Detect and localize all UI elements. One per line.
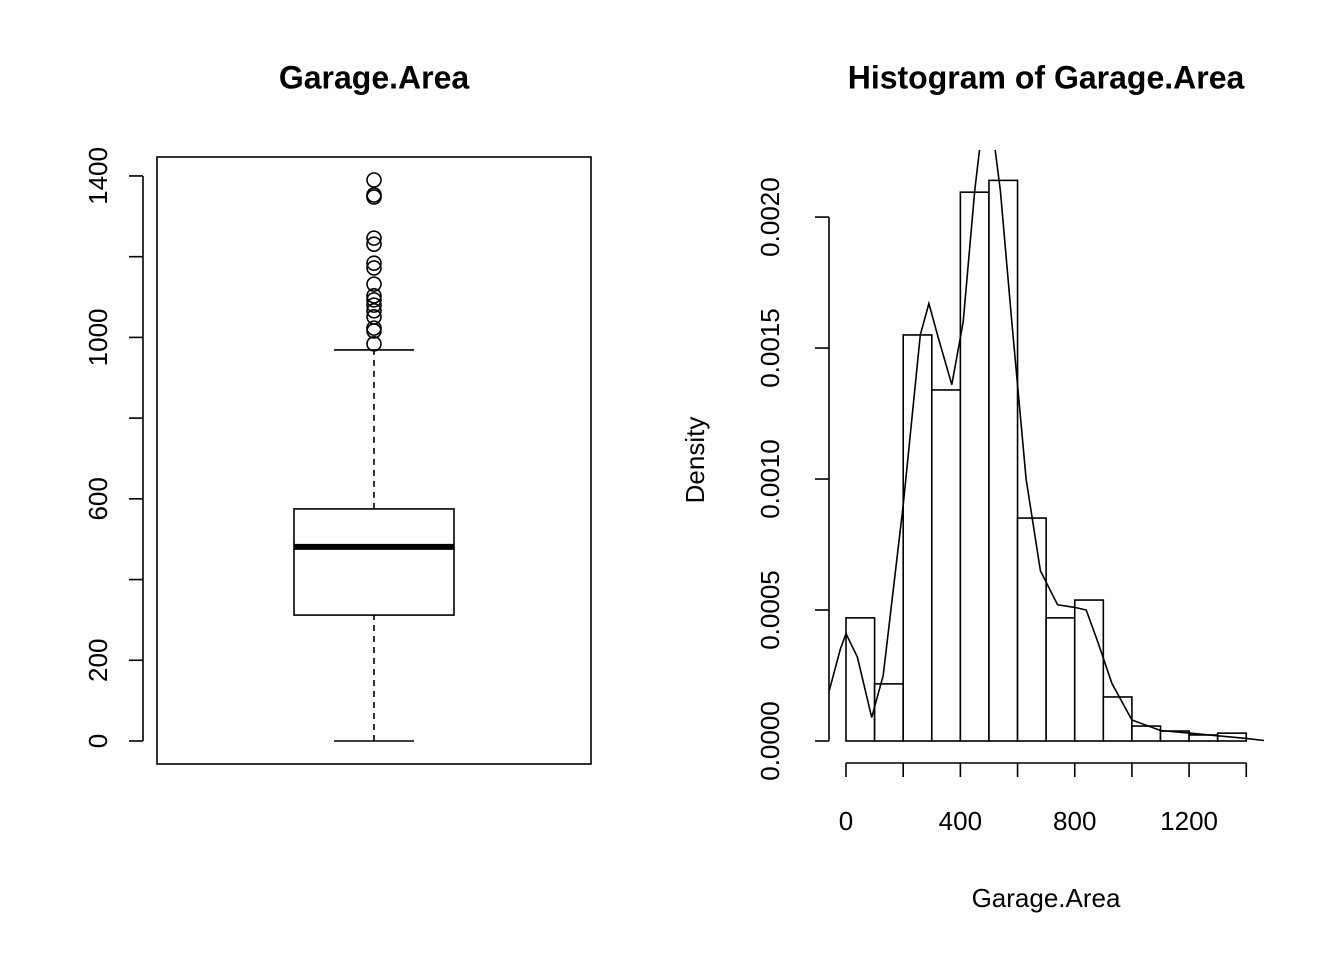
outlier <box>366 336 382 352</box>
y-axis-label: Density <box>680 417 710 504</box>
y-tick-label: 1000 <box>83 308 113 366</box>
bar <box>930 389 962 742</box>
bar <box>1073 599 1105 742</box>
outlier <box>366 172 382 188</box>
y-tick-label: 0.0020 <box>755 177 785 257</box>
outlier <box>366 302 382 319</box>
bar <box>902 334 933 742</box>
chart-title: Histogram of Garage.Area <box>848 59 1245 95</box>
outlier <box>366 297 382 313</box>
outlier <box>366 230 382 246</box>
y-tick-label: 0 <box>83 734 113 748</box>
outlier <box>366 288 382 304</box>
outlier <box>366 292 382 308</box>
outlier <box>366 260 382 276</box>
bar <box>959 191 990 742</box>
y-tick-label: 200 <box>83 639 113 682</box>
y-tick-label: 0.0010 <box>755 439 785 519</box>
box <box>293 508 455 616</box>
x-tick-label: 800 <box>1053 806 1096 836</box>
plot-frame <box>156 156 592 765</box>
outlier <box>366 255 382 271</box>
y-tick-label: 600 <box>83 477 113 520</box>
bar <box>1045 617 1076 742</box>
x-tick-label: 1200 <box>1160 806 1218 836</box>
density-line <box>829 150 1264 742</box>
outlier <box>366 276 382 292</box>
x-axis-label: Garage.Area <box>972 883 1121 913</box>
outlier <box>366 323 382 339</box>
y-tick-label: 1400 <box>83 147 113 205</box>
outlier <box>366 189 382 205</box>
chart-title: Garage.Area <box>279 59 470 95</box>
bar <box>845 617 876 742</box>
bar <box>873 683 904 742</box>
bar <box>1102 696 1133 742</box>
bar <box>1016 517 1047 742</box>
bar <box>988 179 1019 742</box>
x-tick-label: 0 <box>839 806 853 836</box>
outlier <box>366 236 382 252</box>
y-tick-label: 0.0000 <box>755 701 785 781</box>
y-tick-label: 0.0005 <box>755 570 785 650</box>
x-tick-label: 400 <box>939 806 982 836</box>
y-tick-label: 0.0015 <box>755 308 785 388</box>
